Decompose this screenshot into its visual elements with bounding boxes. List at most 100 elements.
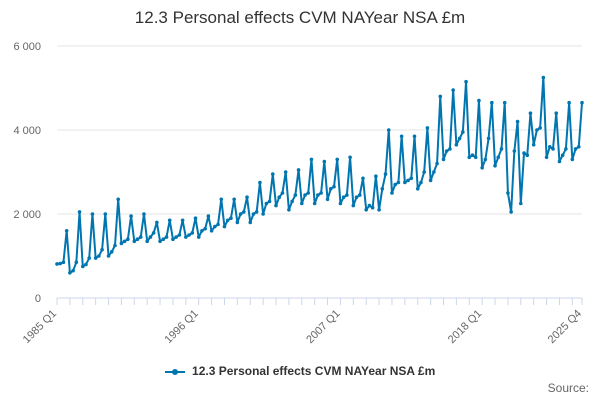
data-point[interactable] [84, 262, 88, 267]
data-point[interactable] [264, 201, 269, 206]
data-point[interactable] [283, 170, 288, 174]
data-point[interactable] [242, 210, 246, 214]
data-point[interactable] [100, 247, 104, 252]
data-point[interactable] [364, 208, 369, 212]
data-point[interactable] [261, 212, 265, 216]
data-point[interactable] [270, 172, 275, 176]
data-point[interactable] [119, 241, 124, 246]
data-point[interactable] [432, 170, 436, 174]
data-point[interactable] [377, 208, 381, 212]
data-point[interactable] [348, 155, 352, 160]
data-point[interactable] [164, 235, 169, 239]
data-point[interactable] [409, 176, 414, 181]
data-point[interactable] [451, 88, 455, 92]
data-point[interactable] [448, 147, 452, 151]
data-point[interactable] [338, 201, 343, 206]
data-point[interactable] [403, 180, 407, 185]
data-point[interactable] [480, 166, 484, 170]
data-point[interactable] [135, 237, 140, 241]
data-point[interactable] [473, 155, 478, 160]
data-point[interactable] [490, 100, 494, 105]
data-point[interactable] [245, 195, 249, 199]
data-point[interactable] [515, 119, 520, 124]
data-point[interactable] [68, 271, 72, 275]
data-point[interactable] [55, 262, 59, 266]
data-point[interactable] [203, 226, 207, 231]
data-point[interactable] [570, 157, 575, 162]
data-point[interactable] [290, 199, 294, 204]
data-point[interactable] [477, 98, 481, 103]
data-point[interactable] [419, 180, 423, 185]
data-point[interactable] [151, 231, 156, 235]
data-point[interactable] [87, 256, 92, 260]
data-point[interactable] [103, 212, 108, 216]
data-point[interactable] [461, 130, 465, 134]
data-point[interactable] [196, 235, 201, 239]
data-point[interactable] [77, 210, 82, 214]
data-point[interactable] [351, 203, 356, 208]
data-point[interactable] [238, 212, 243, 216]
data-point[interactable] [116, 197, 120, 202]
data-point[interactable] [406, 178, 410, 183]
data-point[interactable] [551, 147, 555, 151]
data-point[interactable] [158, 239, 162, 244]
data-point[interactable] [467, 155, 472, 160]
data-point[interactable] [457, 136, 462, 141]
data-point[interactable] [222, 224, 227, 229]
data-point[interactable] [328, 187, 333, 191]
data-point[interactable] [506, 191, 510, 195]
data-point[interactable] [496, 155, 501, 160]
data-point[interactable] [296, 168, 301, 172]
data-point[interactable] [113, 243, 117, 248]
data-point[interactable] [219, 197, 224, 202]
data-point[interactable] [287, 208, 291, 212]
data-point[interactable] [525, 153, 530, 157]
data-point[interactable] [254, 210, 259, 214]
data-point[interactable] [190, 231, 195, 235]
series-line[interactable] [56, 76, 583, 274]
data-point[interactable] [380, 187, 385, 191]
data-point[interactable] [493, 163, 497, 168]
data-point[interactable] [74, 260, 79, 265]
data-point[interactable] [454, 142, 459, 147]
data-point[interactable] [309, 157, 314, 162]
data-point[interactable] [370, 205, 375, 210]
data-point[interactable] [61, 260, 66, 265]
data-point[interactable] [538, 126, 542, 130]
data-point[interactable] [396, 180, 401, 185]
data-point[interactable] [155, 220, 159, 225]
data-point[interactable] [232, 197, 236, 202]
data-point[interactable] [367, 203, 372, 208]
data-point[interactable] [293, 193, 298, 197]
data-point[interactable] [528, 111, 533, 115]
data-point[interactable] [470, 153, 475, 157]
data-point[interactable] [386, 128, 391, 132]
data-point[interactable] [235, 220, 240, 225]
data-point[interactable] [106, 254, 111, 258]
data-point[interactable] [187, 233, 191, 237]
data-point[interactable] [560, 153, 565, 157]
data-point[interactable] [415, 187, 420, 191]
data-point[interactable] [412, 134, 417, 139]
data-point[interactable] [171, 237, 175, 241]
data-point[interactable] [580, 100, 584, 105]
data-point[interactable] [209, 229, 214, 233]
data-point[interactable] [132, 239, 137, 244]
data-point[interactable] [354, 195, 359, 199]
data-point[interactable] [193, 216, 198, 220]
data-point[interactable] [335, 157, 340, 162]
data-point[interactable] [425, 126, 430, 130]
data-point[interactable] [390, 191, 394, 195]
data-point[interactable] [145, 239, 149, 244]
data-point[interactable] [567, 100, 571, 105]
data-point[interactable] [90, 212, 95, 216]
data-point[interactable] [383, 172, 388, 176]
data-point[interactable] [122, 239, 127, 244]
data-point[interactable] [502, 100, 507, 105]
data-point[interactable] [251, 212, 256, 216]
data-point[interactable] [316, 193, 320, 197]
data-point[interactable] [174, 235, 178, 239]
data-point[interactable] [541, 75, 546, 80]
legend[interactable]: 12.3 Personal effects CVM NAYear NSA £m [0, 364, 600, 378]
data-point[interactable] [332, 184, 336, 189]
